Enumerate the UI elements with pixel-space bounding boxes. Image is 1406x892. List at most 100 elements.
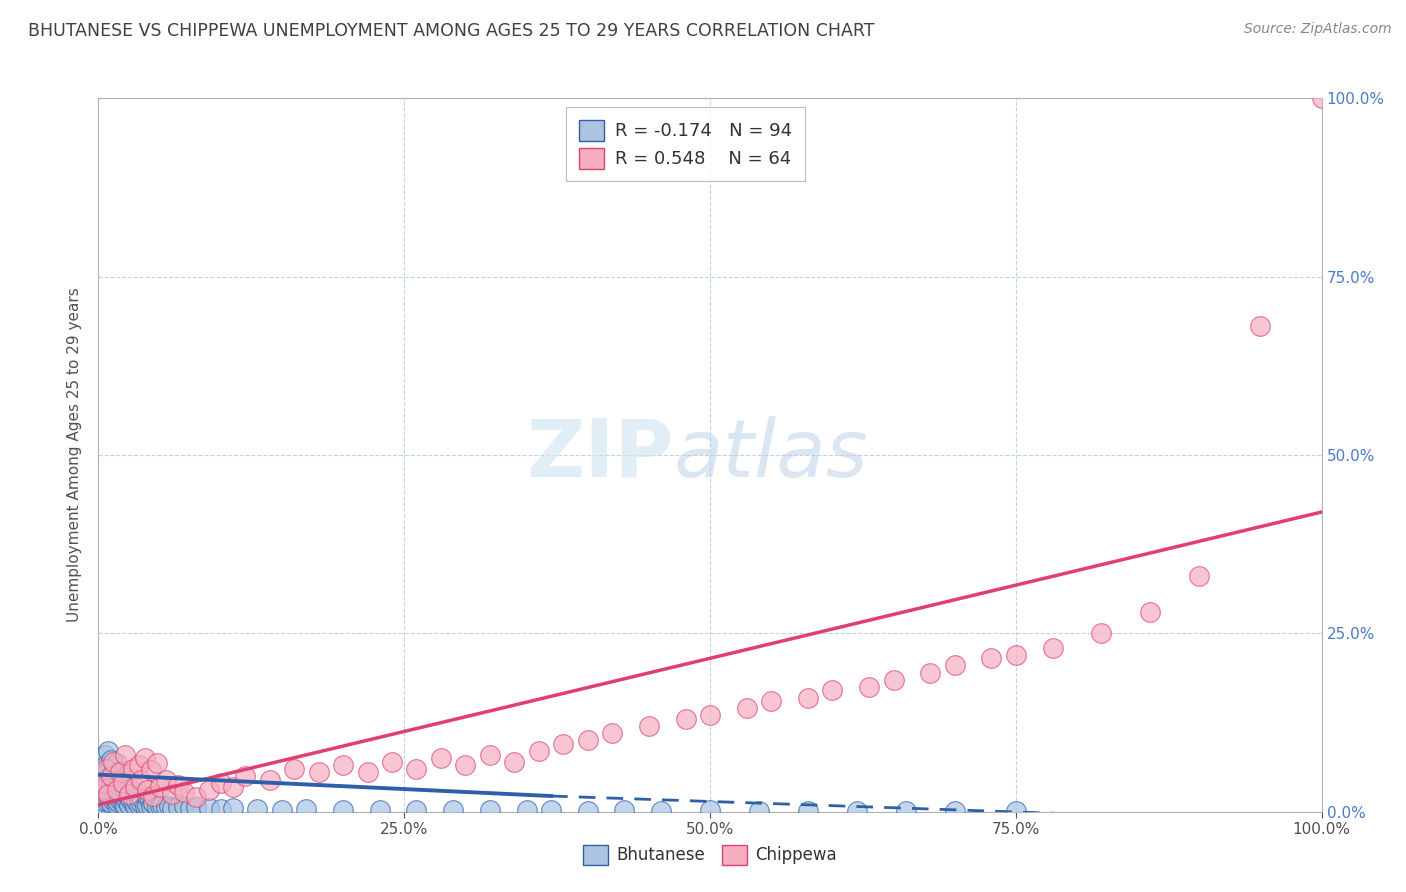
Point <box>381 755 404 769</box>
Y-axis label: Unemployment Among Ages 25 to 29 years: Unemployment Among Ages 25 to 29 years <box>67 287 83 623</box>
Point <box>576 804 599 818</box>
Point <box>173 799 195 814</box>
Point <box>527 744 550 758</box>
Point <box>186 800 208 814</box>
Point <box>233 769 256 783</box>
Point <box>105 756 128 771</box>
Point <box>105 783 128 797</box>
Point <box>101 789 124 803</box>
Point <box>894 804 917 818</box>
Point <box>139 794 162 808</box>
Point <box>173 785 195 799</box>
Point <box>209 802 232 816</box>
Point <box>160 801 183 815</box>
Point <box>197 801 219 815</box>
Point <box>97 764 120 778</box>
Point <box>114 799 136 814</box>
Point <box>149 799 172 814</box>
Point <box>90 797 112 812</box>
Point <box>553 737 575 751</box>
Point <box>96 794 118 808</box>
Point <box>980 651 1002 665</box>
Point <box>283 762 305 776</box>
Point <box>98 771 121 785</box>
Point <box>139 764 162 778</box>
Point <box>1004 804 1026 818</box>
Point <box>94 762 117 776</box>
Point <box>1188 569 1211 583</box>
Point <box>110 765 132 780</box>
Point <box>197 783 219 797</box>
Point <box>920 665 942 680</box>
Point <box>112 792 135 806</box>
Point <box>405 762 427 776</box>
Point <box>576 733 599 747</box>
Point <box>97 744 120 758</box>
Point <box>90 783 112 797</box>
Point <box>134 799 156 814</box>
Point <box>94 783 117 797</box>
Point <box>105 780 128 794</box>
Point <box>118 780 141 794</box>
Point <box>91 762 114 776</box>
Point <box>91 776 114 790</box>
Point <box>155 772 177 787</box>
Point <box>222 780 245 794</box>
Point <box>155 800 177 814</box>
Point <box>160 787 183 801</box>
Point <box>142 796 165 810</box>
Point <box>1310 91 1333 105</box>
Point <box>101 755 124 769</box>
Point <box>222 801 245 815</box>
Point <box>540 803 562 817</box>
Point <box>136 789 159 803</box>
Point <box>134 751 156 765</box>
Point <box>845 804 868 818</box>
Point <box>129 796 152 810</box>
Point <box>136 797 159 812</box>
Point <box>356 765 378 780</box>
Point <box>101 793 124 807</box>
Point <box>100 796 122 810</box>
Point <box>103 785 125 799</box>
Point <box>146 756 169 771</box>
Point <box>115 794 138 808</box>
Point <box>103 760 125 774</box>
Point <box>94 758 117 772</box>
Text: atlas: atlas <box>673 416 868 494</box>
Point <box>110 793 132 807</box>
Point <box>295 802 318 816</box>
Point <box>650 804 672 818</box>
Point <box>797 804 820 818</box>
Point <box>613 803 636 817</box>
Point <box>131 792 153 806</box>
Point <box>699 708 721 723</box>
Point <box>441 803 464 817</box>
Point <box>121 796 143 810</box>
Point <box>1249 319 1271 334</box>
Point <box>332 758 354 772</box>
Point <box>107 795 129 809</box>
Point <box>93 747 115 762</box>
Point <box>98 792 121 806</box>
Point <box>430 751 453 765</box>
Point <box>405 803 427 817</box>
Point <box>105 797 128 812</box>
Point <box>127 790 149 805</box>
Point <box>332 803 354 817</box>
Point <box>111 787 134 801</box>
Point <box>124 785 146 799</box>
Point <box>118 797 141 812</box>
Point <box>142 789 165 803</box>
Point <box>114 783 136 797</box>
Text: ZIP: ZIP <box>526 416 673 494</box>
Point <box>139 799 162 814</box>
Point <box>478 803 501 817</box>
Point <box>100 778 122 792</box>
Point <box>167 778 190 792</box>
Point <box>478 747 501 762</box>
Point <box>146 800 169 814</box>
Point <box>748 804 770 818</box>
Point <box>699 803 721 817</box>
Point <box>100 769 122 783</box>
